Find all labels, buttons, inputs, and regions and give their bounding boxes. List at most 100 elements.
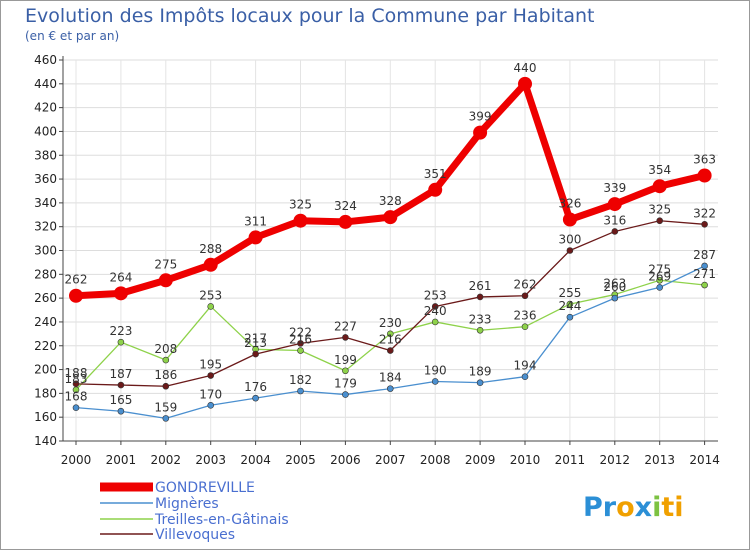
point-treilles-en-gatinais bbox=[476, 326, 484, 334]
y-tick-label: 460 bbox=[34, 53, 57, 67]
data-label-gondreville: 328 bbox=[379, 194, 402, 208]
x-tick-label: 2001 bbox=[106, 453, 137, 467]
point-migneres bbox=[656, 284, 664, 291]
point-villevoques bbox=[207, 372, 214, 379]
point-treilles-en-gatinais bbox=[117, 338, 125, 346]
data-label-villevoques: 186 bbox=[154, 368, 177, 382]
data-label-migneres: 194 bbox=[514, 359, 537, 373]
point-gondreville bbox=[69, 288, 83, 303]
data-label-gondreville: 339 bbox=[603, 181, 626, 195]
y-tick-label: 420 bbox=[34, 101, 57, 115]
x-tick-label: 2008 bbox=[420, 453, 451, 467]
data-label-migneres: 260 bbox=[603, 280, 626, 294]
point-villevoques bbox=[386, 347, 394, 354]
x-tick-label: 2010 bbox=[510, 453, 541, 467]
data-label-villevoques: 262 bbox=[514, 278, 537, 292]
legend-item-gondreville: GONDREVILLE bbox=[100, 480, 255, 496]
data-label-gondreville: 264 bbox=[109, 270, 132, 284]
legend-item-villevoques: Villevoques bbox=[100, 527, 235, 543]
x-tick-label: 2011 bbox=[555, 453, 586, 467]
point-villevoques bbox=[117, 381, 125, 389]
x-tick-label: 2000 bbox=[61, 453, 92, 467]
point-villevoques bbox=[252, 350, 259, 358]
point-migneres bbox=[611, 294, 619, 302]
data-label-treilles-en-gatinais: 253 bbox=[199, 288, 222, 302]
x-tick-label: 2013 bbox=[644, 453, 675, 467]
data-label-treilles-en-gatinais: 255 bbox=[558, 286, 581, 300]
data-label-villevoques: 300 bbox=[558, 233, 581, 247]
point-treilles-en-gatinais bbox=[656, 276, 664, 284]
point-villevoques bbox=[162, 382, 170, 390]
point-migneres bbox=[162, 415, 170, 422]
data-label-villevoques: 216 bbox=[379, 333, 402, 347]
data-label-migneres: 176 bbox=[244, 380, 267, 394]
data-label-gondreville: 311 bbox=[244, 214, 267, 228]
point-migneres bbox=[252, 394, 259, 402]
point-gondreville bbox=[338, 214, 353, 229]
data-label-villevoques: 261 bbox=[469, 279, 492, 293]
point-gondreville bbox=[293, 213, 308, 228]
point-gondreville bbox=[562, 212, 577, 227]
y-tick-label: 320 bbox=[34, 220, 57, 234]
point-migneres bbox=[297, 387, 304, 395]
point-migneres bbox=[72, 404, 80, 411]
legend-item-migneres: Mignères bbox=[100, 496, 219, 512]
data-label-treilles-en-gatinais: 271 bbox=[693, 267, 716, 281]
y-tick-label: 220 bbox=[34, 339, 57, 353]
point-treilles-en-gatinais bbox=[566, 300, 574, 308]
data-label-migneres: 190 bbox=[424, 363, 447, 377]
point-villevoques bbox=[701, 221, 708, 228]
data-label-villevoques: 195 bbox=[199, 358, 222, 372]
data-label-treilles-en-gatinais: 233 bbox=[469, 312, 492, 326]
data-label-gondreville: 354 bbox=[648, 163, 671, 177]
point-gondreville bbox=[428, 182, 443, 197]
data-label-migneres: 182 bbox=[289, 373, 312, 387]
logo-part: Pr bbox=[583, 492, 617, 523]
point-migneres bbox=[386, 385, 394, 392]
data-label-gondreville: 351 bbox=[424, 167, 447, 181]
y-tick-label: 440 bbox=[34, 77, 57, 91]
y-tick-label: 380 bbox=[34, 148, 57, 162]
legend-label: Treilles-en-Gâtinais bbox=[154, 512, 289, 528]
point-migneres bbox=[701, 262, 708, 270]
series-group bbox=[69, 76, 712, 422]
data-label-treilles-en-gatinais: 199 bbox=[334, 353, 357, 367]
data-label-gondreville: 326 bbox=[558, 197, 581, 211]
data-label-gondreville: 325 bbox=[289, 198, 312, 212]
point-treilles-en-gatinais bbox=[431, 318, 439, 326]
data-label-gondreville: 275 bbox=[154, 257, 177, 271]
logo-part: o bbox=[616, 492, 635, 523]
x-tick-label: 2014 bbox=[689, 453, 720, 467]
point-gondreville bbox=[607, 197, 622, 212]
y-tick-label: 280 bbox=[34, 267, 57, 281]
x-tick-label: 2003 bbox=[195, 453, 226, 467]
data-label-villevoques: 325 bbox=[648, 203, 671, 217]
data-label-treilles-en-gatinais: 216 bbox=[289, 333, 312, 347]
data-label-villevoques: 222 bbox=[289, 325, 312, 339]
point-villevoques bbox=[431, 303, 439, 310]
data-label-treilles-en-gatinais: 230 bbox=[379, 316, 402, 330]
y-tick-label: 180 bbox=[34, 386, 57, 400]
point-treilles-en-gatinais bbox=[701, 281, 708, 289]
point-gondreville bbox=[158, 273, 173, 288]
point-gondreville bbox=[383, 210, 398, 225]
data-label-treilles-en-gatinais: 223 bbox=[109, 324, 132, 338]
data-label-gondreville: 288 bbox=[199, 242, 222, 256]
x-tick-label: 2006 bbox=[330, 453, 361, 467]
point-villevoques bbox=[656, 217, 664, 225]
point-villevoques bbox=[476, 293, 484, 301]
data-label-migneres: 168 bbox=[65, 390, 88, 404]
y-tick-label: 200 bbox=[34, 363, 57, 377]
data-label-villevoques: 322 bbox=[693, 206, 716, 220]
point-gondreville bbox=[203, 257, 218, 272]
data-label-treilles-en-gatinais: 217 bbox=[244, 331, 267, 345]
point-migneres bbox=[521, 373, 529, 381]
legend-item-treilles-en-gatinais: Treilles-en-Gâtinais bbox=[100, 512, 289, 528]
data-label-villevoques: 188 bbox=[65, 366, 88, 380]
data-label-treilles-en-gatinais: 263 bbox=[603, 277, 626, 291]
x-tick-label: 2004 bbox=[240, 453, 271, 467]
point-migneres bbox=[117, 407, 125, 415]
data-label-migneres: 184 bbox=[379, 371, 402, 385]
point-treilles-en-gatinais bbox=[521, 323, 529, 331]
